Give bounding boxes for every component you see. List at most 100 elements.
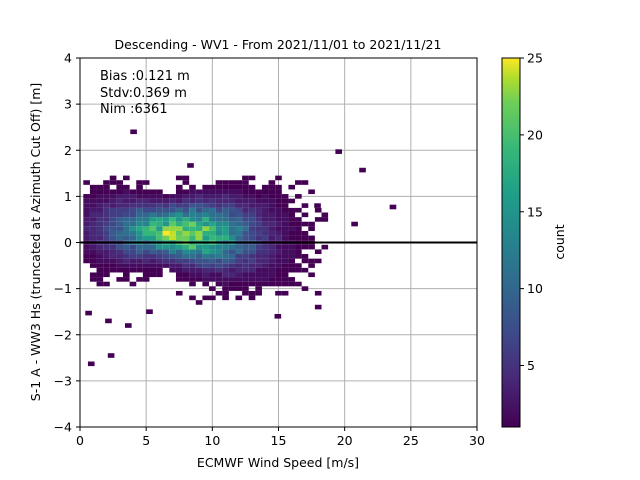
- heatmap-cell: [142, 258, 150, 264]
- heatmap-cell: [215, 263, 223, 268]
- heatmap-cell: [182, 207, 190, 213]
- heatmap-cell: [202, 235, 210, 241]
- heatmap-cell: [275, 277, 282, 282]
- heatmap-cell: [189, 217, 196, 222]
- colorbar-label: count: [552, 224, 567, 259]
- heatmap-cell: [281, 254, 289, 259]
- heatmap-cell: [169, 198, 176, 204]
- heatmap-cell: [209, 212, 216, 218]
- heatmap-cell: [255, 249, 262, 255]
- heatmap-cell: [301, 286, 309, 291]
- heatmap-cell: [149, 203, 157, 208]
- heatmap-cell: [156, 263, 163, 268]
- heatmap-cell: [195, 277, 203, 282]
- heatmap-cell: [116, 184, 124, 190]
- heatmap-cell: [182, 267, 190, 273]
- heatmap-cell: [116, 203, 124, 208]
- heatmap-cell: [268, 249, 276, 255]
- heatmap-cell: [261, 244, 269, 250]
- heatmap-cell: [235, 203, 243, 208]
- heatmap-cell: [149, 258, 157, 264]
- heatmap-cell: [156, 203, 163, 208]
- heatmap-cell: [261, 194, 269, 199]
- heatmap-cell: [209, 184, 216, 190]
- heatmap-cell: [228, 254, 236, 259]
- heatmap-cell: [156, 244, 163, 250]
- heatmap-cell: [268, 254, 276, 259]
- heatmap-cell: [175, 258, 183, 264]
- heatmap-cell: [175, 198, 183, 204]
- heatmap-cell: [255, 198, 262, 204]
- heatmap-cell: [222, 258, 229, 264]
- heatmap-cell: [209, 267, 216, 273]
- heatmap-cell: [129, 258, 137, 264]
- heatmap-cell: [175, 272, 183, 278]
- heatmap-cell: [116, 189, 124, 195]
- heatmap-cell: [156, 212, 163, 218]
- heatmap-cell: [109, 244, 117, 250]
- heatmap-cell: [202, 267, 210, 273]
- heatmap-cell: [175, 217, 183, 222]
- heatmap-cell: [268, 184, 276, 190]
- y-tick-label: 0: [64, 235, 72, 250]
- heatmap-cell: [301, 235, 309, 241]
- heatmap-cell: [215, 194, 223, 199]
- heatmap-cell: [83, 198, 90, 204]
- heatmap-cell: [109, 217, 117, 222]
- heatmap-cell: [96, 217, 104, 222]
- heatmap-cell: [248, 212, 256, 218]
- heatmap-cell: [109, 267, 117, 273]
- heatmap-cell: [255, 194, 262, 199]
- heatmap-cell: [215, 267, 223, 273]
- heatmap-cell: [235, 230, 243, 236]
- heatmap-cell: [314, 304, 322, 310]
- heatmap-cell: [209, 263, 216, 268]
- heatmap-cell: [215, 277, 223, 282]
- heatmap-cell: [89, 263, 97, 268]
- heatmap-cell: [255, 212, 262, 218]
- heatmap-cell: [308, 189, 315, 195]
- heatmap-cell: [242, 217, 249, 222]
- heatmap-cell: [248, 281, 256, 287]
- x-tick-label: 10: [204, 433, 220, 448]
- heatmap-cell: [123, 230, 130, 236]
- heatmap-cell: [209, 226, 216, 231]
- heatmap-cell: [242, 189, 249, 195]
- heatmap-cell: [96, 203, 104, 208]
- heatmap-cell: [268, 217, 276, 222]
- heatmap-cell: [275, 281, 282, 287]
- heatmap-cell: [149, 244, 157, 250]
- heatmap-cell: [275, 221, 282, 227]
- heatmap-cell: [202, 221, 210, 227]
- heatmap-cell: [162, 249, 170, 255]
- heatmap-cell: [123, 267, 130, 273]
- heatmap-cell: [149, 263, 157, 268]
- heatmap-cell: [89, 226, 97, 231]
- heatmap-cell: [281, 198, 289, 204]
- heatmap-cell: [281, 249, 289, 255]
- heatmap-cell: [169, 249, 176, 255]
- heatmap-cell: [228, 194, 236, 199]
- heatmap-cell: [182, 249, 190, 255]
- heatmap-cell: [109, 226, 117, 231]
- heatmap-cell: [116, 244, 124, 250]
- heatmap-cell: [162, 207, 170, 213]
- heatmap-cell: [222, 230, 229, 236]
- heatmap-cell: [268, 212, 276, 218]
- heatmap-cell: [261, 212, 269, 218]
- heatmap-outlier-cell: [359, 167, 366, 173]
- heatmap-cell: [96, 235, 104, 241]
- heatmap-cell: [261, 235, 269, 241]
- heatmap-cell: [189, 272, 196, 278]
- y-tick-label: −1: [54, 281, 72, 296]
- heatmap-cell: [116, 180, 124, 185]
- heatmap-cell: [123, 203, 130, 208]
- heatmap-cell: [103, 263, 110, 268]
- heatmap-cell: [275, 203, 282, 208]
- heatmap-cell: [136, 263, 143, 268]
- heatmap-cell: [255, 267, 262, 273]
- heatmap-cell: [156, 207, 163, 213]
- heatmap-cell: [261, 203, 269, 208]
- heatmap-cell: [142, 263, 150, 268]
